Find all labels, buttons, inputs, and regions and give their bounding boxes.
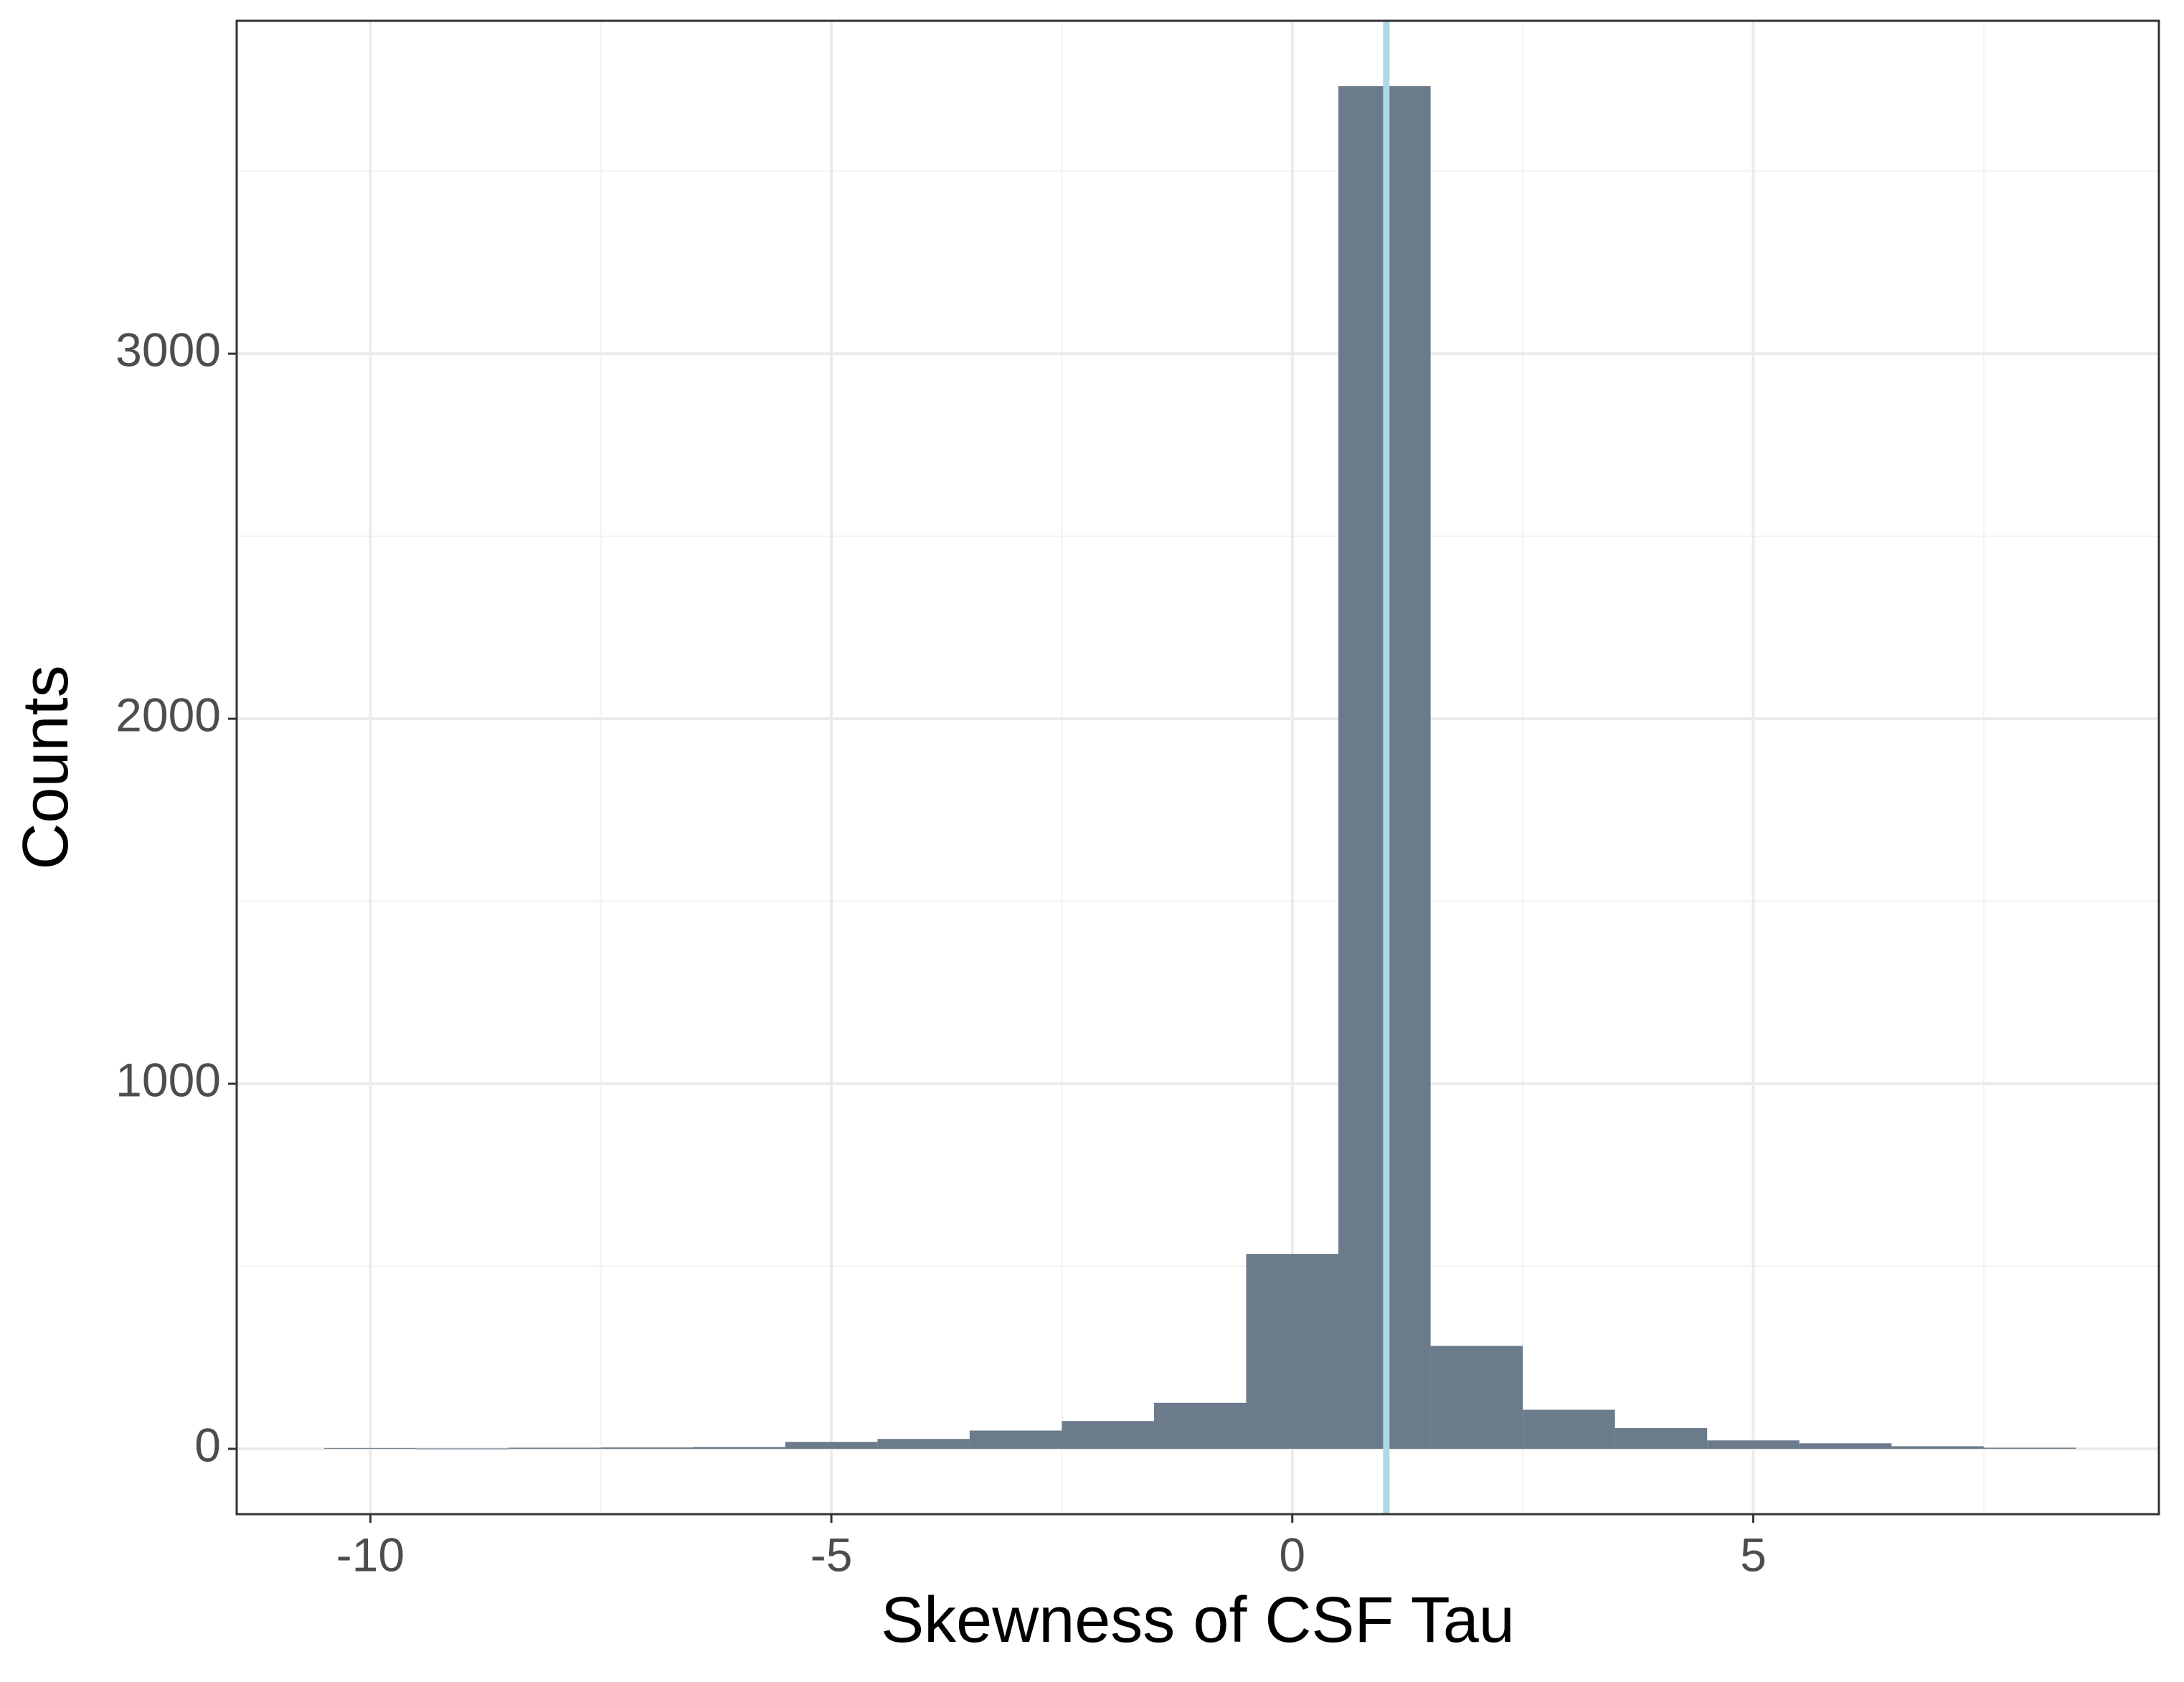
y-tick-label: 2000	[115, 688, 221, 741]
bar	[1523, 1409, 1615, 1449]
bar	[1246, 1254, 1339, 1449]
bar	[1062, 1421, 1154, 1449]
y-tick-label: 1000	[115, 1053, 221, 1106]
x-tick-label: 5	[1740, 1528, 1767, 1581]
x-tick-label: -5	[810, 1528, 853, 1581]
bar	[969, 1430, 1062, 1449]
bar	[1615, 1427, 1708, 1449]
x-axis-title: Skewness of CSF Tau	[881, 1584, 1515, 1656]
bar	[785, 1442, 878, 1449]
panel	[237, 21, 2159, 1514]
x-tick-label: 0	[1279, 1528, 1305, 1581]
bar	[1430, 1346, 1523, 1449]
bar	[693, 1447, 785, 1449]
y-tick-label: 3000	[115, 323, 221, 377]
bar	[600, 1447, 694, 1449]
x-tick-label: -10	[336, 1528, 405, 1581]
bar	[324, 1447, 417, 1449]
y-tick-label: 0	[194, 1418, 221, 1471]
bar	[1707, 1440, 1800, 1449]
y-axis-title: Counts	[10, 665, 82, 869]
bar	[416, 1448, 509, 1450]
bar	[1799, 1443, 1892, 1449]
bar	[877, 1439, 970, 1449]
panel-border	[235, 19, 2160, 1516]
bar	[1153, 1402, 1247, 1449]
bar	[1891, 1446, 1984, 1449]
bar	[1983, 1447, 2076, 1449]
bar	[509, 1447, 601, 1449]
